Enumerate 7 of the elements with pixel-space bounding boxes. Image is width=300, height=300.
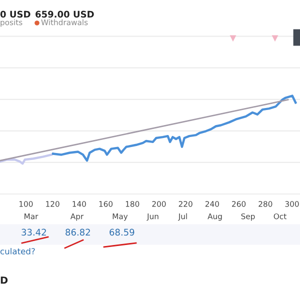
text: D (0, 276, 8, 284)
text: 33.42 (22, 228, 46, 236)
text: 86.82 (66, 228, 90, 236)
text: 0 USD (0, 10, 30, 18)
text: 68.59 (110, 228, 134, 236)
text: culated? (0, 248, 35, 254)
text: 659.00 USD (36, 10, 94, 18)
